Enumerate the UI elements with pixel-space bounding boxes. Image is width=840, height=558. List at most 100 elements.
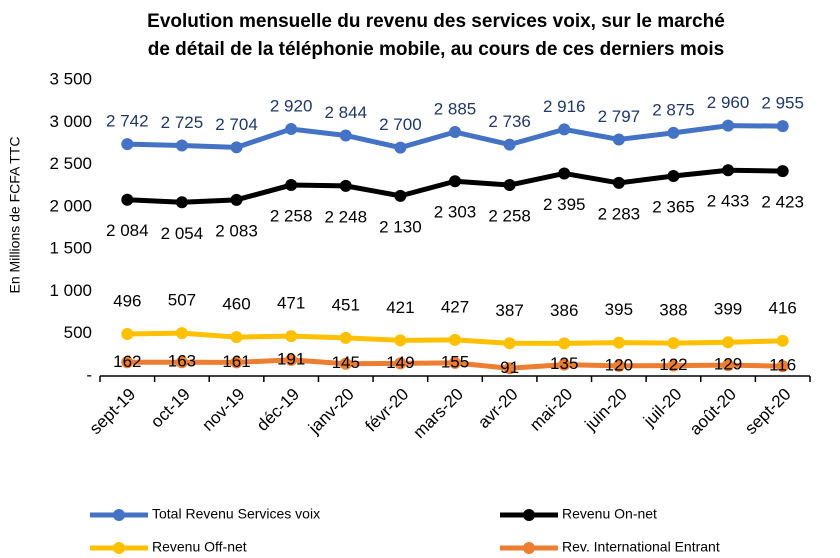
point bbox=[612, 359, 625, 372]
point bbox=[394, 141, 407, 154]
data-label: 451 bbox=[332, 295, 360, 314]
point bbox=[121, 193, 134, 206]
data-label: 2 875 bbox=[652, 100, 695, 119]
data-label: 2 736 bbox=[488, 112, 531, 131]
data-label: 155 bbox=[441, 352, 469, 371]
data-label: 399 bbox=[714, 300, 742, 319]
point bbox=[449, 175, 461, 188]
data-label: 2 283 bbox=[598, 204, 641, 223]
point bbox=[558, 358, 571, 371]
data-label: 163 bbox=[168, 352, 196, 371]
point bbox=[667, 359, 680, 372]
data-label: 2 433 bbox=[707, 192, 750, 211]
point bbox=[230, 356, 243, 369]
y-tick-label: 1 000 bbox=[49, 281, 92, 300]
x-tick-label: oct-19 bbox=[147, 385, 194, 432]
data-label: 507 bbox=[168, 291, 196, 310]
point bbox=[230, 193, 243, 206]
data-label: 191 bbox=[277, 349, 305, 368]
point bbox=[722, 336, 735, 349]
x-tick-label: août-20 bbox=[686, 385, 740, 439]
data-label: 149 bbox=[386, 353, 414, 372]
data-label: 2 885 bbox=[434, 99, 477, 118]
data-label: 2 844 bbox=[324, 103, 367, 122]
point bbox=[667, 126, 680, 139]
legend-label: Revenu On-net bbox=[562, 506, 657, 522]
point bbox=[121, 356, 134, 369]
data-label: 2 258 bbox=[270, 207, 313, 226]
legend-marker bbox=[523, 542, 535, 554]
point bbox=[503, 337, 516, 350]
data-label: 2 700 bbox=[379, 115, 422, 134]
data-label: 2 248 bbox=[324, 207, 367, 226]
y-tick-label: - bbox=[86, 365, 92, 384]
data-label: 427 bbox=[441, 297, 469, 316]
point bbox=[612, 176, 625, 189]
point bbox=[449, 333, 461, 346]
x-tick-label: avr-20 bbox=[474, 385, 522, 433]
point bbox=[722, 359, 735, 372]
point bbox=[776, 165, 789, 178]
point bbox=[285, 330, 298, 343]
point bbox=[503, 362, 516, 375]
point bbox=[175, 196, 188, 209]
point bbox=[175, 356, 188, 369]
data-label: 2 960 bbox=[707, 93, 750, 112]
point bbox=[394, 357, 407, 370]
legend-marker bbox=[523, 509, 535, 521]
point bbox=[285, 353, 298, 366]
data-label: 2 423 bbox=[761, 193, 804, 212]
x-tick-label: févr-20 bbox=[362, 385, 413, 436]
y-tick-label: 2 500 bbox=[49, 154, 92, 173]
point bbox=[339, 331, 352, 344]
data-label: 116 bbox=[769, 356, 796, 375]
data-label: 388 bbox=[659, 301, 687, 320]
legend-label: Total Revenu Services voix bbox=[152, 506, 320, 522]
data-label: 2 083 bbox=[215, 221, 258, 240]
point bbox=[612, 133, 625, 146]
point bbox=[175, 139, 188, 152]
data-label: 2 725 bbox=[161, 113, 204, 132]
x-tick-label: mars-20 bbox=[409, 385, 467, 443]
x-tick-label: juin-20 bbox=[581, 385, 631, 435]
point bbox=[558, 123, 571, 136]
point bbox=[175, 327, 188, 340]
data-label: 2 916 bbox=[543, 97, 586, 116]
x-tick-label: sept-20 bbox=[741, 385, 795, 439]
data-label: 386 bbox=[550, 301, 578, 320]
legend-label: Revenu Off-net bbox=[152, 539, 247, 555]
data-label: 471 bbox=[277, 294, 305, 313]
x-tick-label: nov-19 bbox=[198, 385, 248, 435]
y-tick-label: 3 000 bbox=[49, 112, 92, 131]
data-label: 2 303 bbox=[434, 203, 477, 222]
point bbox=[776, 360, 789, 373]
point bbox=[394, 189, 407, 202]
point bbox=[285, 123, 298, 136]
data-label: 2 955 bbox=[761, 94, 804, 113]
data-label: 129 bbox=[714, 355, 742, 374]
point bbox=[503, 179, 516, 192]
y-tick-label: 500 bbox=[64, 323, 92, 342]
data-label: 2 920 bbox=[270, 97, 313, 116]
point bbox=[121, 328, 134, 341]
data-label: 2 084 bbox=[106, 221, 149, 240]
data-label: 122 bbox=[659, 355, 687, 374]
point bbox=[230, 141, 243, 154]
point bbox=[449, 126, 461, 139]
data-label: 416 bbox=[769, 298, 797, 317]
y-axis-title: En Millions de FCFA TTC bbox=[7, 137, 23, 294]
point bbox=[558, 337, 571, 350]
legend-label: Rev. International Entrant bbox=[562, 539, 720, 555]
legend-marker bbox=[113, 509, 125, 521]
legend-marker bbox=[113, 542, 125, 554]
data-label: 162 bbox=[113, 352, 141, 371]
point bbox=[776, 334, 789, 347]
data-label: 2 054 bbox=[161, 224, 204, 243]
x-tick-label: janv-20 bbox=[304, 385, 358, 439]
data-label: 387 bbox=[495, 301, 523, 320]
point bbox=[776, 120, 789, 133]
chart-title: de détail de la téléphonie mobile, au co… bbox=[148, 39, 725, 60]
data-label: 2 258 bbox=[488, 207, 531, 226]
chart-title: Evolution mensuelle du revenu des servic… bbox=[147, 11, 725, 32]
